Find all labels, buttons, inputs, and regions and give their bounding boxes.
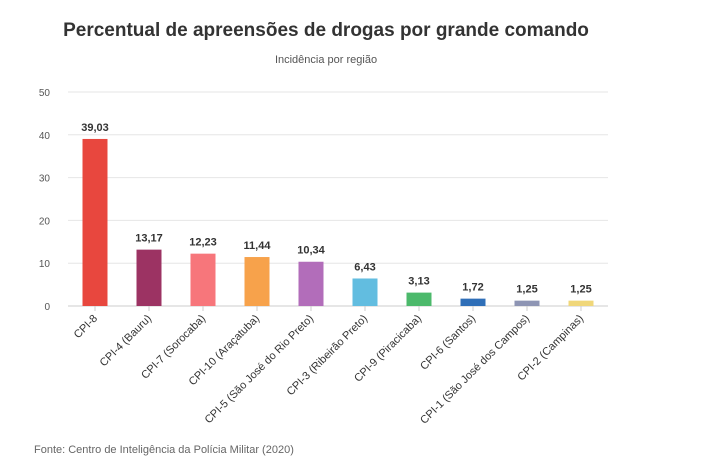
bar xyxy=(568,300,594,306)
bar xyxy=(136,249,162,306)
y-axis: 0 10 20 30 40 50 xyxy=(39,88,51,313)
data-label: 6,43 xyxy=(354,261,375,273)
data-label: 10,34 xyxy=(297,245,325,257)
bar xyxy=(352,278,378,306)
y-tick-label: 10 xyxy=(39,259,51,270)
chart-source: Fonte: Centro de Inteligência da Polícia… xyxy=(34,444,294,456)
x-tick-label: CPI-4 (Bauru) xyxy=(98,313,154,369)
data-label: 39,03 xyxy=(81,122,109,134)
bar xyxy=(190,253,216,306)
bar xyxy=(244,257,270,306)
x-tick-label: CPI-5 (São José do Rio Preto) xyxy=(203,313,317,427)
y-tick-label: 30 xyxy=(39,174,51,185)
bar xyxy=(82,138,108,306)
y-tick-label: 0 xyxy=(44,302,50,313)
x-tick-label: CPI-6 (Santos) xyxy=(418,313,478,373)
bar xyxy=(460,298,486,306)
data-label: 3,13 xyxy=(408,276,429,288)
bar xyxy=(406,292,432,306)
bars xyxy=(82,138,594,306)
y-tick-label: 40 xyxy=(39,131,51,142)
x-tick-label: CPI-8 xyxy=(72,313,100,341)
data-label: 1,72 xyxy=(462,282,483,294)
x-tick-label: CPI-1 (São José dos Campos) xyxy=(418,313,532,427)
y-tick-label: 20 xyxy=(39,216,51,227)
data-label: 11,44 xyxy=(244,240,272,252)
data-label: 1,25 xyxy=(570,284,591,296)
bar xyxy=(298,261,324,306)
chart-title: Percentual de apreensões de drogas por g… xyxy=(63,20,589,41)
chart-subtitle: Incidência por região xyxy=(274,54,378,66)
data-label: 13,17 xyxy=(135,233,163,245)
data-label: 1,25 xyxy=(516,284,537,296)
data-label: 12,23 xyxy=(189,237,217,249)
y-tick-label: 50 xyxy=(39,88,51,99)
data-labels: 39,03 13,17 12,23 11,44 10,34 6,43 3,13 1,72 1,2… xyxy=(81,122,591,296)
bar xyxy=(514,300,540,306)
